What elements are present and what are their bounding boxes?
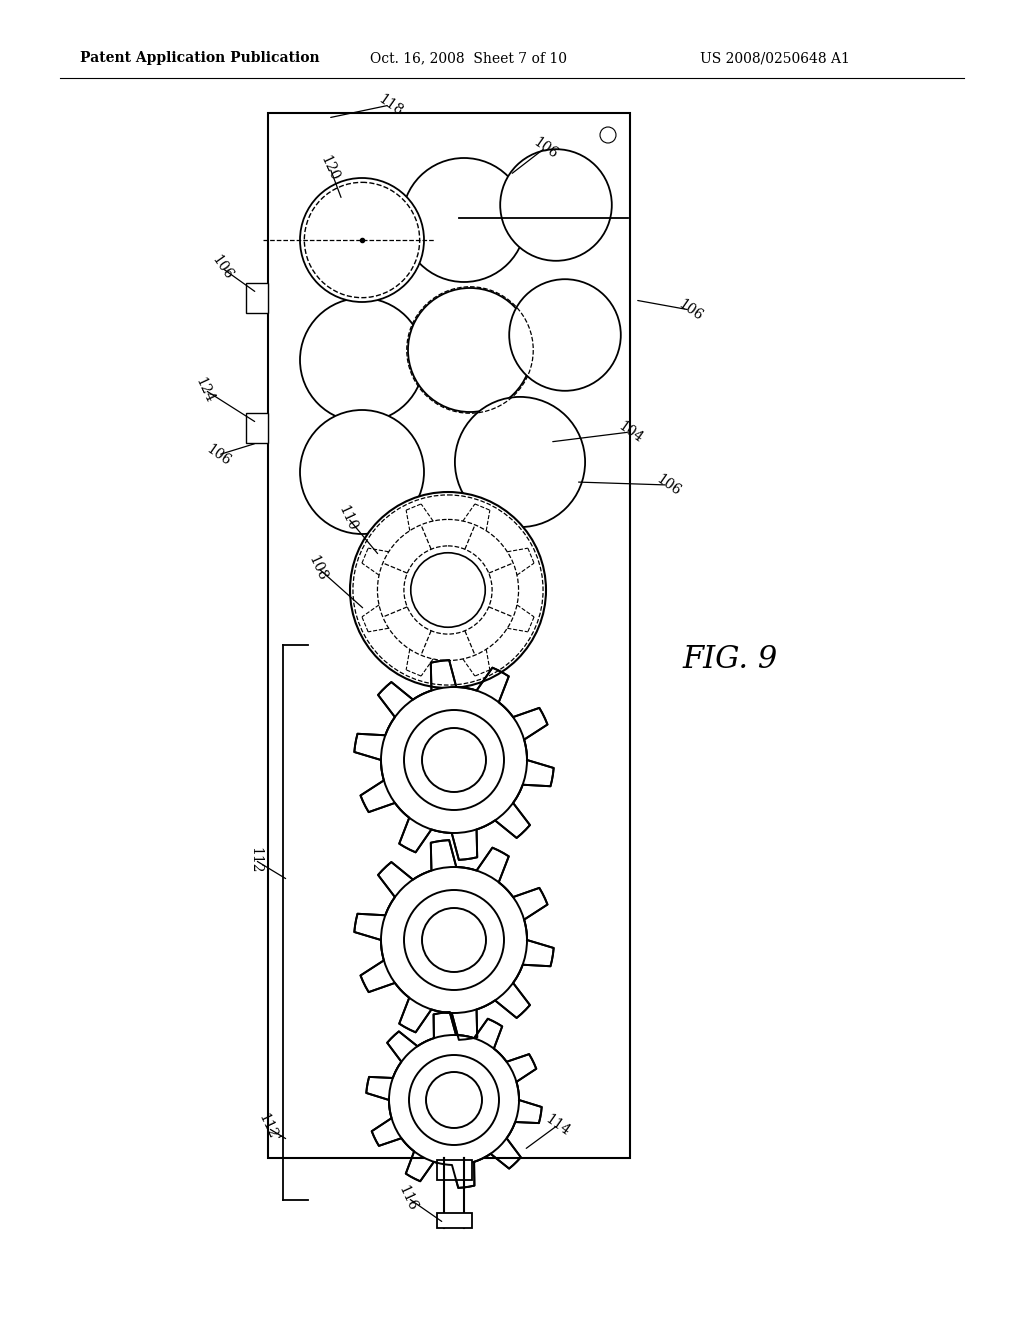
Text: 106: 106 — [653, 471, 683, 498]
Circle shape — [509, 280, 621, 391]
Text: FIG. 9: FIG. 9 — [682, 644, 777, 676]
Circle shape — [426, 1072, 482, 1129]
Text: 110: 110 — [336, 503, 360, 533]
Text: 104: 104 — [615, 418, 645, 445]
Text: 118: 118 — [375, 91, 404, 119]
Circle shape — [350, 492, 546, 688]
Circle shape — [300, 178, 424, 302]
Circle shape — [422, 729, 486, 792]
Circle shape — [389, 1035, 519, 1166]
Text: US 2008/0250648 A1: US 2008/0250648 A1 — [700, 51, 850, 65]
Text: 106: 106 — [203, 442, 232, 469]
Circle shape — [408, 288, 532, 412]
Bar — [268, 114, 630, 1158]
Bar — [437, 1160, 472, 1180]
Circle shape — [422, 908, 486, 972]
Text: 106: 106 — [675, 297, 705, 323]
Circle shape — [381, 867, 527, 1012]
Circle shape — [455, 397, 585, 527]
Bar — [246, 413, 268, 444]
Circle shape — [300, 411, 424, 535]
Circle shape — [409, 1055, 499, 1144]
Circle shape — [402, 158, 526, 282]
Text: 108: 108 — [306, 553, 330, 583]
Circle shape — [404, 890, 504, 990]
Text: Oct. 16, 2008  Sheet 7 of 10: Oct. 16, 2008 Sheet 7 of 10 — [370, 51, 567, 65]
Text: 112': 112' — [255, 1111, 281, 1144]
Circle shape — [404, 710, 504, 810]
Text: Patent Application Publication: Patent Application Publication — [80, 51, 319, 65]
Text: 120: 120 — [318, 153, 342, 183]
Text: 112: 112 — [248, 846, 262, 874]
Text: 106: 106 — [209, 253, 236, 282]
Circle shape — [500, 149, 611, 261]
Text: 124: 124 — [194, 375, 217, 405]
Bar — [437, 1213, 472, 1228]
Circle shape — [411, 553, 485, 627]
Bar — [246, 282, 268, 313]
Text: 106: 106 — [530, 135, 560, 161]
Circle shape — [600, 127, 616, 143]
Circle shape — [300, 298, 424, 422]
Circle shape — [381, 686, 527, 833]
Text: 116: 116 — [396, 1183, 420, 1213]
Text: 114: 114 — [543, 1111, 572, 1138]
